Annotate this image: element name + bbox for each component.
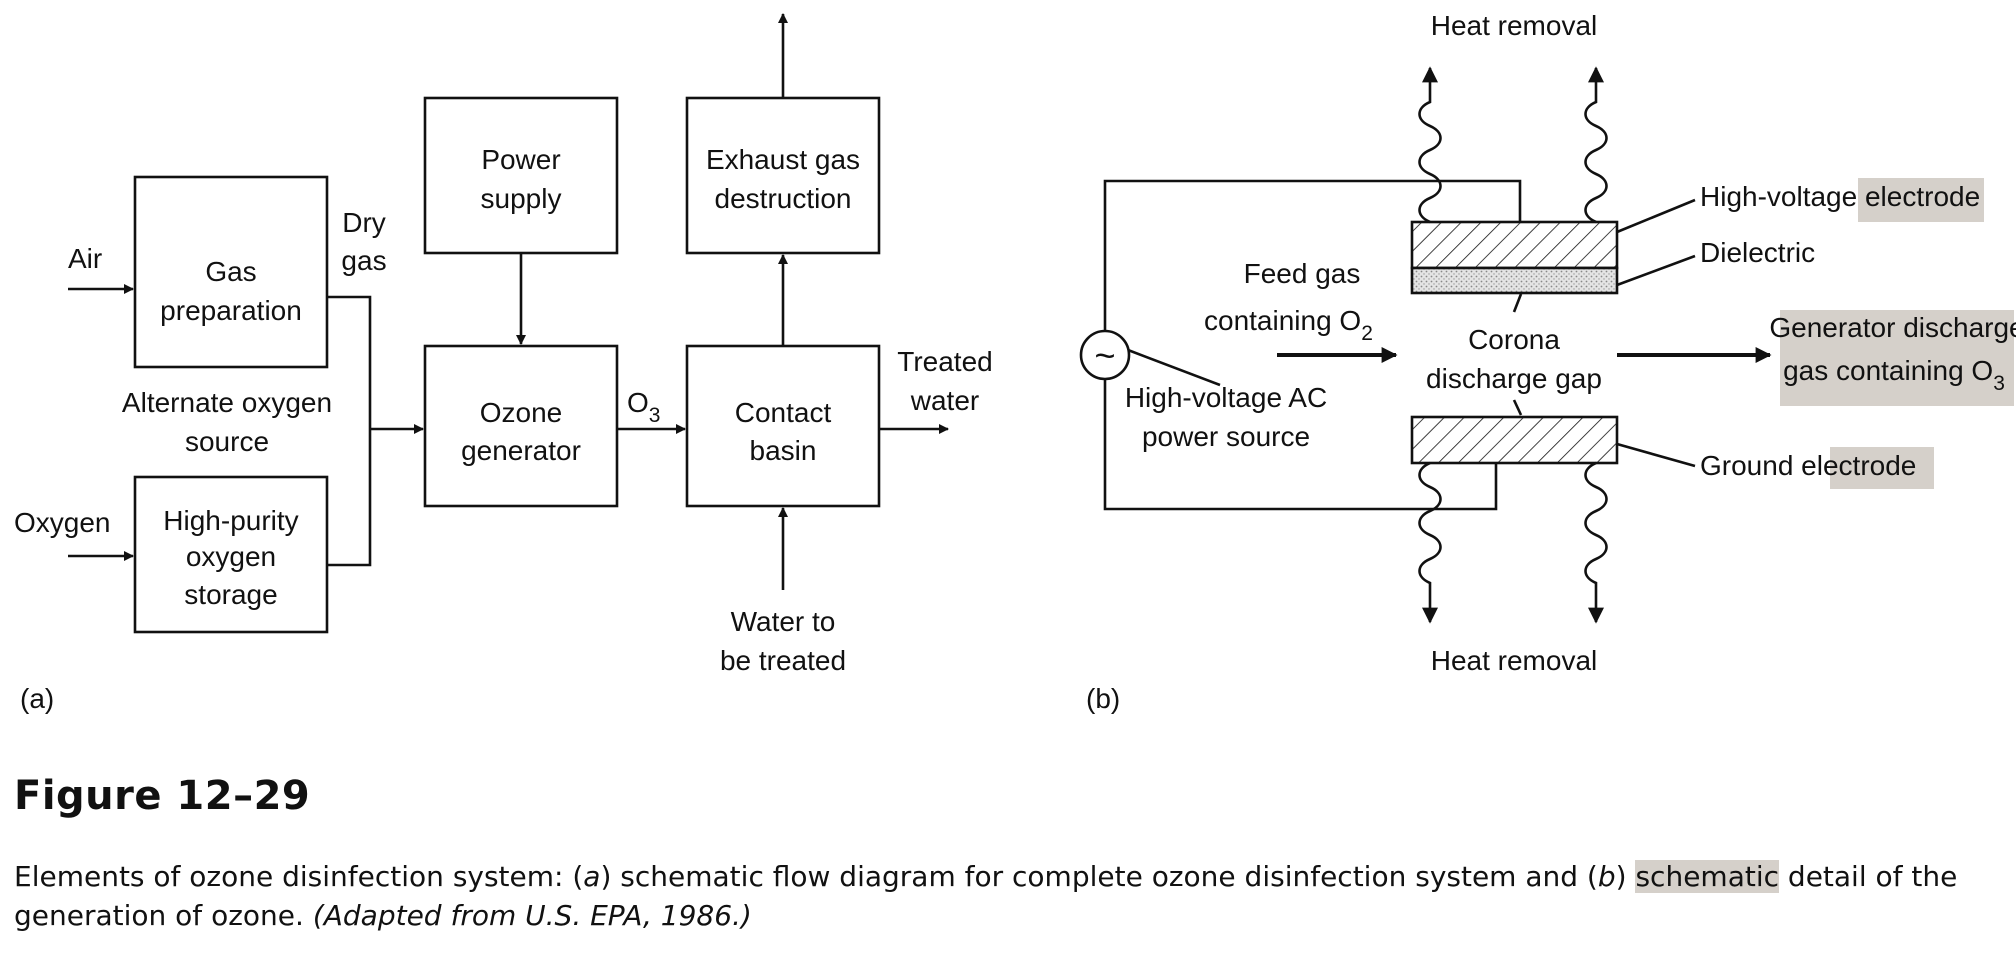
discharge-label-2: gas containing O3 [1783,355,2005,395]
feed-gas-label-2: containing O2 [1204,305,1373,345]
air-label: Air [68,243,102,274]
dry-gas-label: Dry [342,207,386,238]
ground-electrode-leader [1616,442,1696,468]
discharge-label-highlight [1780,310,2014,406]
gas-prep-title: Gas [205,256,256,287]
power-supply-box [423,96,619,255]
ozone-generator-box [423,344,619,508]
hv-electrode-label: High-voltage electrode [1700,181,1980,212]
feed-gas-label: Feed gas [1244,258,1361,289]
figure-caption: Elements of ozone disinfection system: (… [14,857,2004,935]
panel-a: Air Dry gas Gas preparation Alternate ox… [14,13,993,714]
panel-a-label: (a) [20,683,54,714]
exhaust-destruction-box [685,96,881,255]
panel-b-label: (b) [1086,683,1120,714]
hv-electrode-leader [1616,198,1696,234]
treated-water-label: Treated [897,346,992,377]
dielectric-leader [1616,254,1696,287]
power-supply-title: Power [481,144,560,175]
dielectric-label: Dielectric [1700,237,1815,268]
corona-label-2: discharge gap [1426,363,1602,394]
dry-gas-label-2: gas [341,245,386,276]
water-in-label: Water to [731,606,836,637]
alternate-source-label-2: source [185,426,269,457]
ozone-generator-title: Ozone [480,397,563,428]
corona-label: Corona [1468,324,1560,355]
oxygen-label: Oxygen [14,507,111,538]
ground-electrode-highlight [1830,447,1934,489]
heat-wave-bottom-right [1584,461,1608,624]
ac-source-leader [1127,348,1221,387]
caption-b: b [1597,860,1616,893]
caption-highlight: schematic [1635,860,1780,893]
oxygen-storage-box [133,475,329,634]
ac-source-symbol [1079,329,1131,381]
corona-leader-bottom [1512,399,1523,416]
contact-basin-title: Contact [735,397,832,428]
ozone-generator-title-2: generator [461,435,581,466]
figure-title: Figure 12–29 [14,773,311,819]
gas-preparation-box [133,175,329,369]
caption-source: (Adapted from U.S. EPA, 1986.) [312,899,752,932]
dry-gas-line [327,295,372,567]
oxygen-storage-title: High-purity [163,505,298,536]
ac-source-label: High-voltage AC [1125,382,1327,413]
exhaust-title-2: destruction [715,183,852,214]
ground-electrode [1410,415,1619,465]
circuit-bottom-wire [1103,379,1498,511]
alternate-source-label: Alternate oxygen [122,387,332,418]
heat-wave-top-right [1584,66,1608,224]
contact-basin-title-2: basin [750,435,817,466]
oxygen-storage-title-2: oxygen [186,541,276,572]
water-in-label-2: be treated [720,645,846,676]
hv-electrode-highlight [1858,178,1984,222]
power-supply-title-2: supply [481,183,562,214]
hv-electrode [1410,220,1619,270]
dielectric-layer [1410,266,1619,295]
discharge-label: Generator discharge [1769,312,2016,343]
o3-label: O3 [627,387,660,427]
ground-electrode-label: Ground electrode [1700,450,1916,481]
caption-part-1: Elements of ozone disinfection system: ( [14,860,584,893]
panel-b: ~ Heat removal Heat removal High-voltage… [1079,10,2016,714]
caption-part-3: ) [1615,860,1636,893]
ac-source-label-2: power source [1142,421,1310,452]
oxygen-storage-title-3: storage [184,579,277,610]
treated-water-label-2: water [910,385,979,416]
ac-tilde: ~ [1094,335,1115,376]
gas-prep-title-2: preparation [160,295,302,326]
caption-a: a [583,860,601,893]
circuit-top-wire [1103,179,1522,331]
corona-leader-top [1512,293,1523,313]
caption-part-4: detail of the generation of ozone. [14,860,1958,932]
caption-part-2: ) schematic flow diagram for complete oz… [600,860,1598,893]
exhaust-title: Exhaust gas [706,144,860,175]
heat-removal-top: Heat removal [1431,10,1598,41]
heat-wave-top-left [1418,66,1442,224]
contact-basin-box [685,344,881,508]
heat-removal-bottom: Heat removal [1431,645,1598,676]
heat-wave-bottom-left [1418,461,1442,624]
